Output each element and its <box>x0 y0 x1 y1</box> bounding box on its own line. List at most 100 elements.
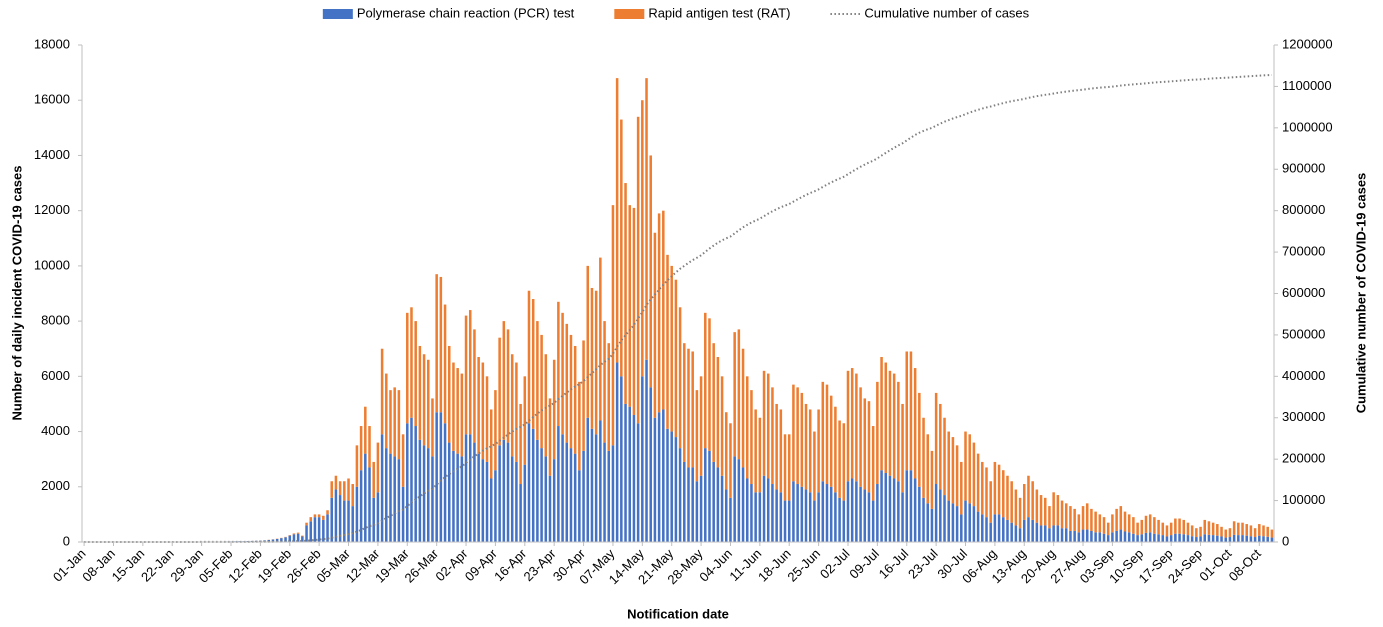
x-tick-label: 25-Jun <box>784 546 823 585</box>
bar-segment <box>1031 519 1034 542</box>
bar-segment <box>745 376 749 479</box>
bar-segment <box>632 414 636 542</box>
bar-segment <box>1073 508 1076 531</box>
bar-segment <box>519 403 522 485</box>
bar-segment <box>712 461 715 542</box>
bar-segment <box>1090 508 1093 531</box>
bar-segment <box>632 207 636 415</box>
bar-segment <box>825 384 829 485</box>
bar-segment <box>1056 495 1060 526</box>
bar-segment <box>1157 519 1160 535</box>
bar-segment <box>1148 532 1152 542</box>
bar-segment <box>489 409 493 479</box>
bar-segment <box>951 437 955 504</box>
bar-segment <box>447 345 451 443</box>
y-tick-label: 8000 <box>41 313 70 328</box>
bar-segment <box>431 456 434 542</box>
bar-segment <box>1258 524 1261 536</box>
bar-segment <box>968 434 971 504</box>
bar-segment <box>863 398 867 490</box>
bar-segment <box>557 426 560 542</box>
bar-segment <box>1174 518 1177 534</box>
y2-tick-label: 500000 <box>1282 326 1325 341</box>
bar-segment <box>305 525 308 542</box>
bar-segment <box>506 329 510 443</box>
bar-segment <box>808 409 812 493</box>
bar-segment <box>473 329 476 443</box>
y2-tick-label: 400000 <box>1282 368 1325 383</box>
bar-segment <box>670 431 673 542</box>
bar-segment <box>716 357 720 468</box>
bar-segment <box>275 538 279 542</box>
bar-segment <box>523 464 527 542</box>
bar-segment <box>414 321 417 427</box>
y-tick-label: 12000 <box>34 202 70 217</box>
bar-segment <box>1228 528 1232 538</box>
bar-segment <box>313 517 317 542</box>
bar-segment <box>498 337 501 446</box>
bar-segment <box>330 481 333 498</box>
y-tick-label: 10000 <box>34 257 70 272</box>
bar-segment <box>846 481 850 542</box>
legend-item: Rapid antigen test (RAT) <box>648 5 790 20</box>
bar-segment <box>985 467 988 518</box>
bar-segment <box>452 362 455 451</box>
bar-segment <box>380 434 384 542</box>
bar-segment <box>351 484 354 507</box>
bar-segment <box>599 257 602 421</box>
bar-segment <box>494 470 497 542</box>
bar-segment <box>1178 533 1181 542</box>
bar-segment <box>1073 530 1076 542</box>
bar-segment <box>662 409 665 542</box>
bar-segment <box>888 475 892 542</box>
bar-segment <box>590 287 594 429</box>
bar-segment <box>443 423 447 542</box>
bar-segment <box>1052 525 1055 542</box>
bar-segment <box>636 423 640 542</box>
bar-segment <box>1119 506 1123 530</box>
bar-segment <box>750 390 753 485</box>
bar-segment <box>1258 535 1261 542</box>
bar-segment <box>422 354 426 446</box>
bar-segment <box>829 395 833 487</box>
bar-segment <box>934 484 938 542</box>
bar-segment <box>1023 519 1026 542</box>
bar-segment <box>683 343 686 462</box>
bar-segment <box>1144 532 1148 542</box>
bar-segment <box>796 387 799 485</box>
bar-segment <box>913 368 917 479</box>
bar-segment <box>981 461 984 515</box>
bar-segment <box>380 348 384 435</box>
bar-segment <box>708 318 711 451</box>
y2-tick-label: 0 <box>1282 533 1289 548</box>
x-tick-label: 08-Oct <box>1226 546 1264 584</box>
bar-segment <box>909 470 913 542</box>
bar-segment <box>1035 522 1039 542</box>
bar-segment <box>355 486 359 542</box>
bar-segment <box>489 478 493 542</box>
bar-segment <box>620 376 623 542</box>
bar-segment <box>976 453 980 512</box>
bar-segment <box>280 538 283 542</box>
bar-segment <box>943 417 946 496</box>
bar-segment <box>464 315 468 435</box>
bar-segment <box>473 442 476 542</box>
bar-segment <box>1140 534 1144 542</box>
bar-segment <box>1014 525 1018 542</box>
bar-segment <box>997 464 1001 515</box>
y2-tick-label: 200000 <box>1282 451 1325 466</box>
bar-segment <box>468 310 472 435</box>
bar-segment <box>930 508 934 542</box>
bar-segment <box>808 492 812 542</box>
bar-segment <box>1237 535 1240 542</box>
bar-segment <box>439 276 443 413</box>
bar-segment <box>1169 535 1173 542</box>
bar-segment <box>720 475 724 542</box>
x-tick-label: 23-Jul <box>905 546 941 582</box>
bar-segment <box>439 412 443 542</box>
bar-segment <box>1027 475 1030 518</box>
bar-segment <box>1195 528 1198 538</box>
bar-segment <box>821 381 825 482</box>
legend-label: Cumulative number of cases <box>864 5 1029 20</box>
bar-segment <box>1018 497 1022 529</box>
